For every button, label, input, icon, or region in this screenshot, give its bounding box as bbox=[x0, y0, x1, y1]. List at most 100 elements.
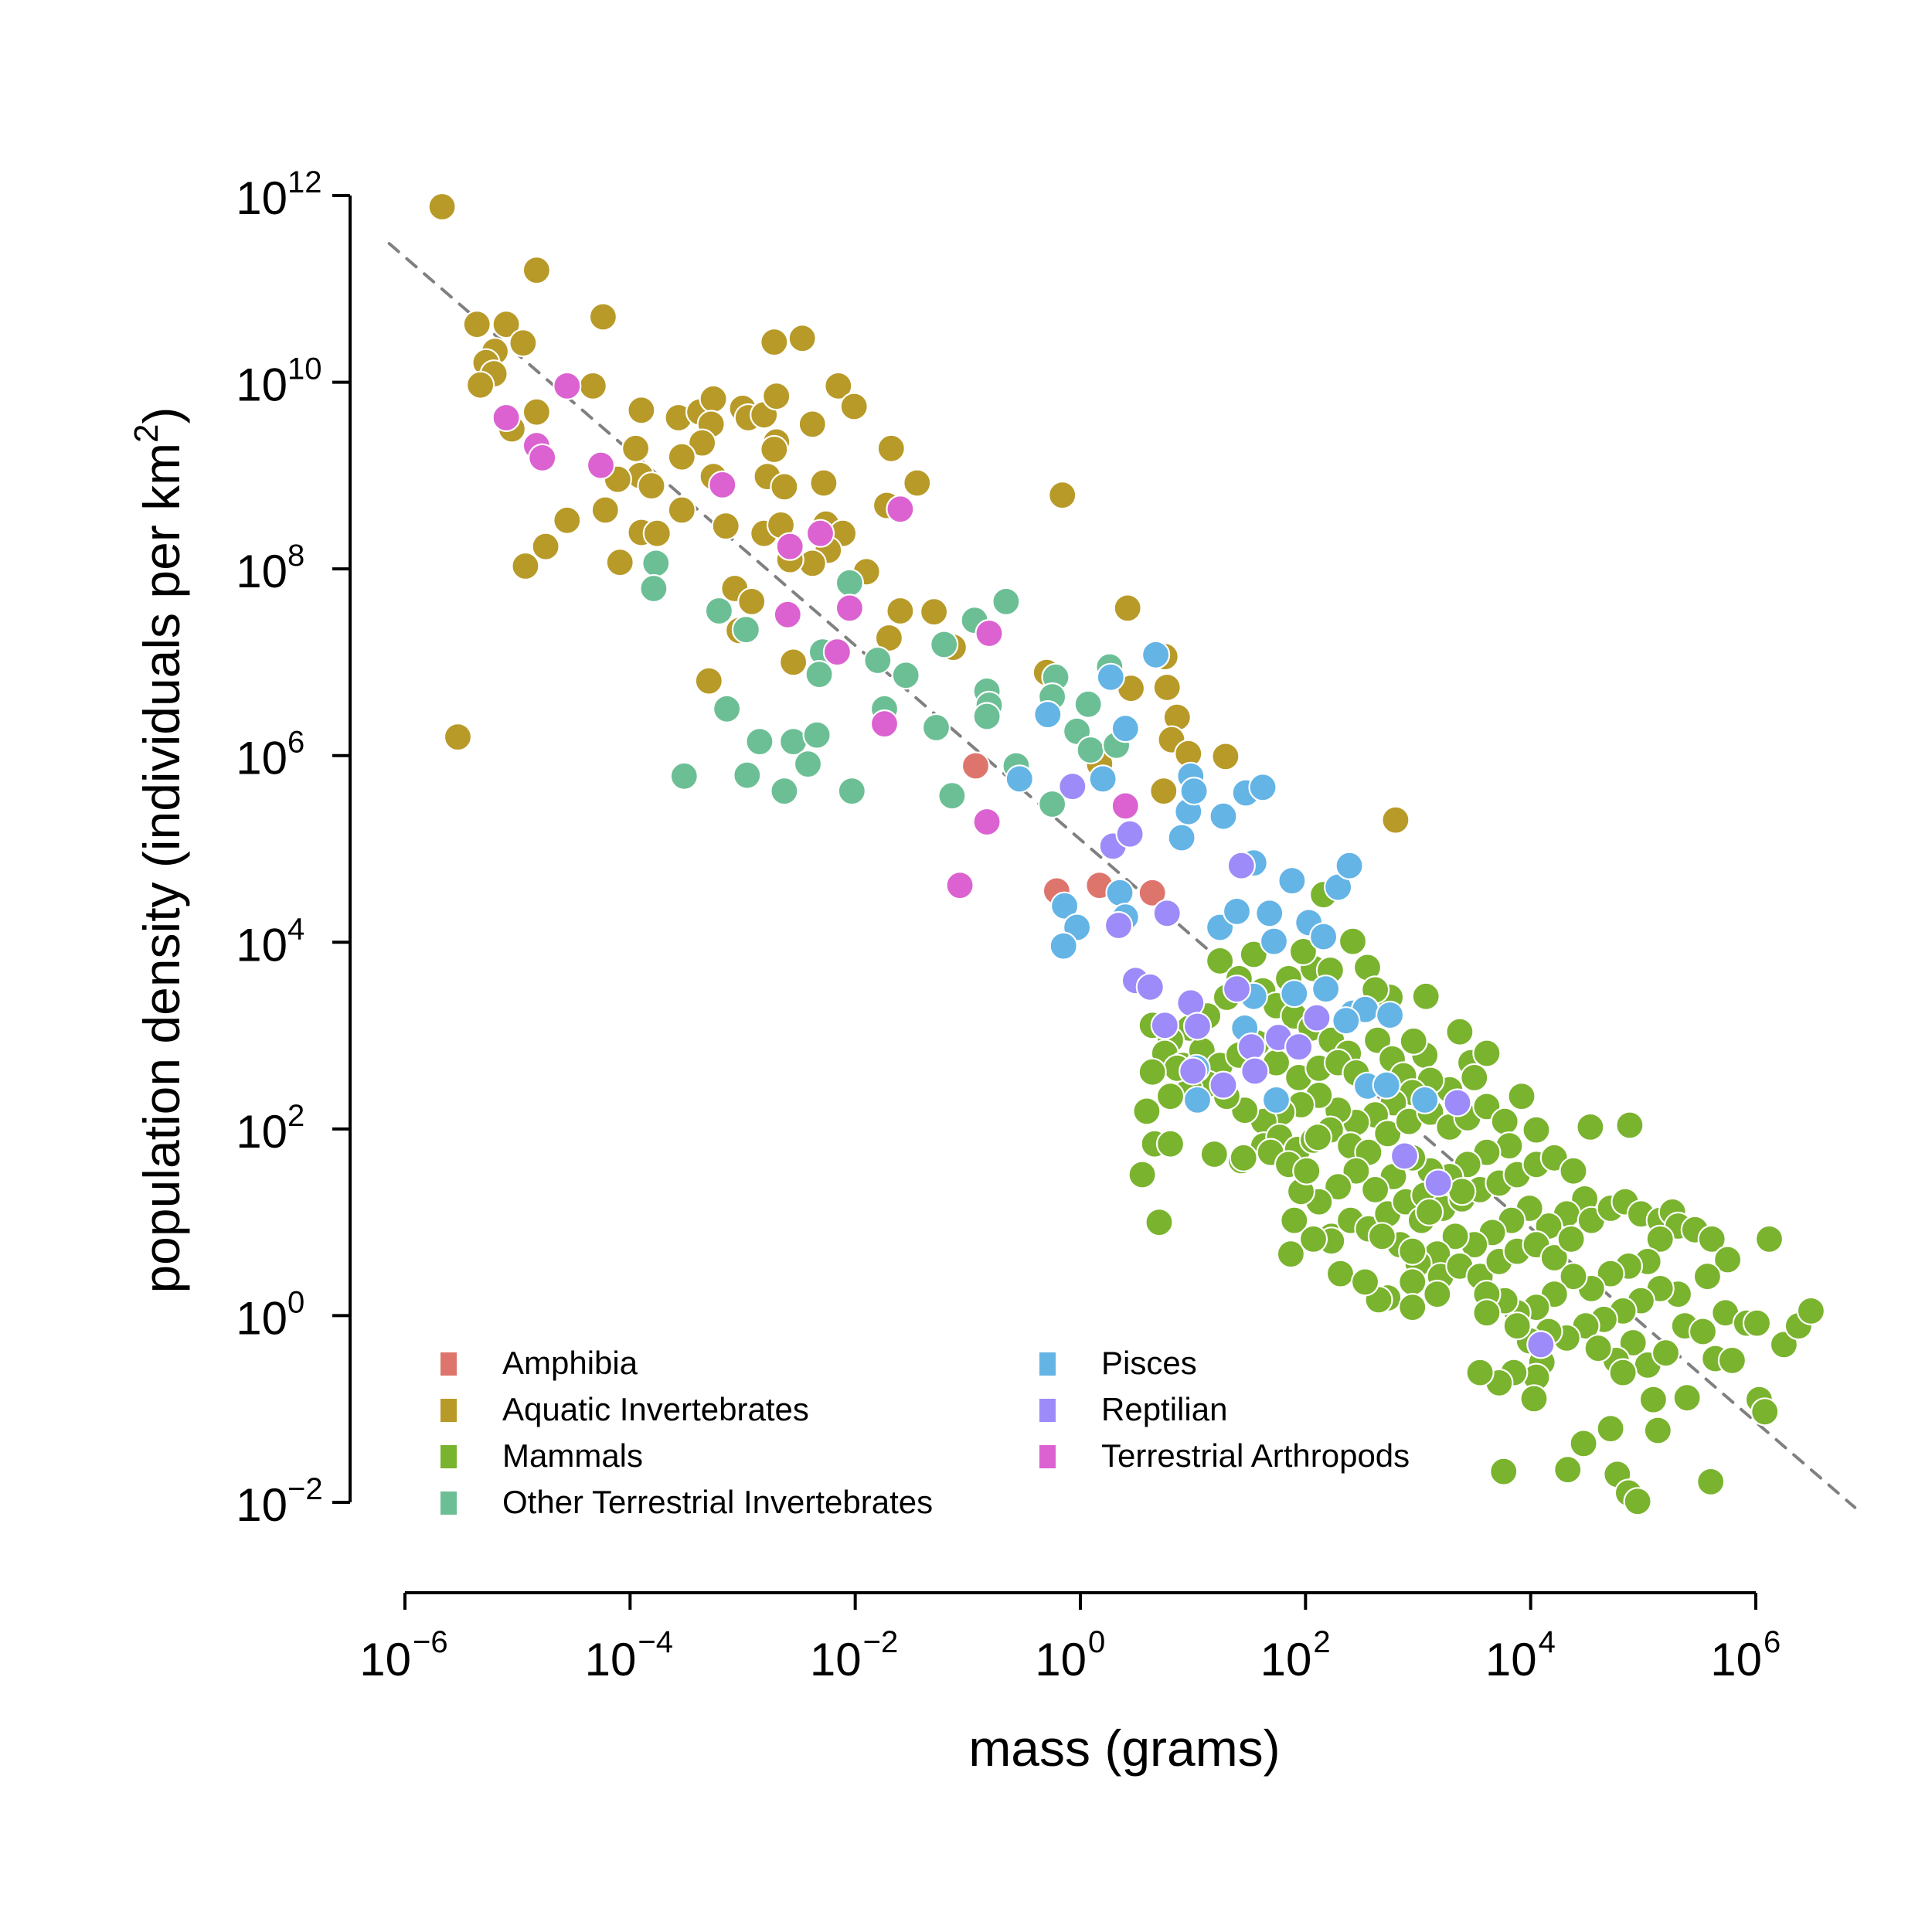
data-point bbox=[1135, 972, 1165, 1002]
data-point bbox=[770, 776, 799, 806]
data-point bbox=[793, 749, 823, 779]
data-point bbox=[839, 392, 869, 421]
data-point bbox=[1149, 776, 1179, 806]
data-point bbox=[1556, 1224, 1586, 1254]
x-tick-label: 10 bbox=[1260, 1634, 1312, 1685]
data-point bbox=[1526, 1330, 1556, 1359]
data-point bbox=[1569, 1429, 1598, 1458]
data-point bbox=[586, 451, 616, 480]
data-point bbox=[863, 645, 893, 675]
data-point bbox=[1414, 1197, 1444, 1227]
data-point bbox=[1342, 1156, 1371, 1185]
data-point bbox=[876, 434, 906, 463]
data-point bbox=[1261, 1085, 1291, 1115]
y-tick-label-base: 10 bbox=[236, 1479, 287, 1531]
data-point bbox=[1410, 1085, 1440, 1115]
data-point bbox=[921, 713, 951, 743]
data-point bbox=[1255, 899, 1284, 928]
data-point bbox=[1145, 1207, 1174, 1237]
data-point bbox=[1697, 1224, 1726, 1254]
data-point bbox=[1311, 975, 1341, 1004]
data-point bbox=[1105, 878, 1134, 907]
data-point bbox=[1280, 1206, 1309, 1235]
legend-swatch bbox=[1039, 1399, 1056, 1422]
x-tick-label-exponent: −4 bbox=[638, 1625, 673, 1659]
x-tick-label: 10 bbox=[810, 1634, 862, 1685]
data-point bbox=[1618, 1328, 1648, 1358]
x-tick-label-base: 10 bbox=[1485, 1634, 1537, 1685]
data-point bbox=[937, 781, 967, 811]
data-point bbox=[1465, 1358, 1495, 1387]
data-point bbox=[1750, 1397, 1780, 1427]
data-point bbox=[804, 659, 834, 689]
data-point bbox=[621, 434, 651, 463]
data-point bbox=[1033, 699, 1063, 730]
data-point bbox=[1113, 594, 1142, 623]
data-point bbox=[1638, 1385, 1668, 1414]
y-tick-label-exponent: −2 bbox=[287, 1472, 323, 1506]
data-point bbox=[1058, 771, 1087, 801]
data-point bbox=[770, 472, 799, 502]
y-tick-label: 1012 bbox=[236, 165, 321, 224]
data-point bbox=[745, 726, 774, 757]
data-point bbox=[588, 302, 618, 332]
data-point bbox=[1111, 714, 1140, 743]
data-point bbox=[1490, 1107, 1519, 1136]
data-point bbox=[1138, 878, 1167, 907]
x-tick-label-exponent: 2 bbox=[1313, 1625, 1330, 1659]
x-tick-label-base: 10 bbox=[585, 1634, 637, 1685]
data-point bbox=[1502, 1311, 1532, 1341]
data-point bbox=[945, 870, 975, 900]
data-point bbox=[1754, 1224, 1784, 1254]
data-point bbox=[641, 549, 671, 578]
data-point bbox=[1132, 1097, 1162, 1126]
y-tick-label: 100 bbox=[236, 1285, 304, 1344]
data-point bbox=[1643, 1416, 1672, 1445]
y-tick-label-base: 10 bbox=[236, 172, 287, 224]
x-tick-label-exponent: 0 bbox=[1088, 1625, 1105, 1659]
data-point bbox=[1472, 1039, 1502, 1068]
data-point bbox=[531, 532, 560, 561]
data-point bbox=[1696, 1467, 1726, 1497]
y-tick-label-base: 10 bbox=[236, 1292, 287, 1344]
data-point bbox=[522, 256, 552, 285]
data-point bbox=[427, 192, 457, 222]
data-point bbox=[443, 722, 473, 752]
data-point bbox=[1350, 1267, 1380, 1297]
data-point bbox=[1335, 851, 1364, 880]
data-point bbox=[1796, 1296, 1825, 1326]
data-point bbox=[1489, 1457, 1519, 1486]
data-point bbox=[992, 587, 1021, 617]
y-tick-label-exponent: 12 bbox=[287, 165, 322, 199]
data-point bbox=[1280, 979, 1309, 1009]
data-point bbox=[733, 760, 762, 790]
series-other-terrestrial-invertebrates bbox=[639, 549, 1131, 819]
data-point bbox=[1323, 1172, 1353, 1202]
data-point bbox=[1284, 1032, 1314, 1062]
data-point bbox=[1205, 946, 1235, 976]
legend: Amphibia Aquatic Invertebrates Mammals Othe… bbox=[440, 1345, 1410, 1520]
x-tick-label-exponent: −6 bbox=[413, 1625, 448, 1659]
points-layer bbox=[427, 192, 1825, 1516]
data-point bbox=[1229, 1143, 1258, 1172]
data-point bbox=[1381, 805, 1410, 835]
data-point bbox=[903, 468, 932, 498]
data-point bbox=[760, 434, 789, 464]
data-point bbox=[1440, 1222, 1470, 1251]
data-point bbox=[1211, 742, 1240, 771]
y-tick-label: 1010 bbox=[236, 352, 321, 411]
data-point bbox=[1742, 1308, 1772, 1338]
data-point bbox=[835, 594, 865, 623]
data-point bbox=[1236, 1032, 1267, 1062]
data-point bbox=[1222, 896, 1252, 927]
data-point bbox=[1276, 1240, 1306, 1269]
data-point bbox=[975, 618, 1004, 648]
data-point bbox=[1209, 801, 1238, 831]
data-point bbox=[1138, 1057, 1167, 1087]
data-point bbox=[1522, 1115, 1551, 1145]
data-point bbox=[824, 371, 853, 400]
legend-label: Amphibia bbox=[502, 1345, 638, 1381]
data-point bbox=[835, 568, 865, 597]
y-tick-label-base: 10 bbox=[236, 1106, 287, 1158]
